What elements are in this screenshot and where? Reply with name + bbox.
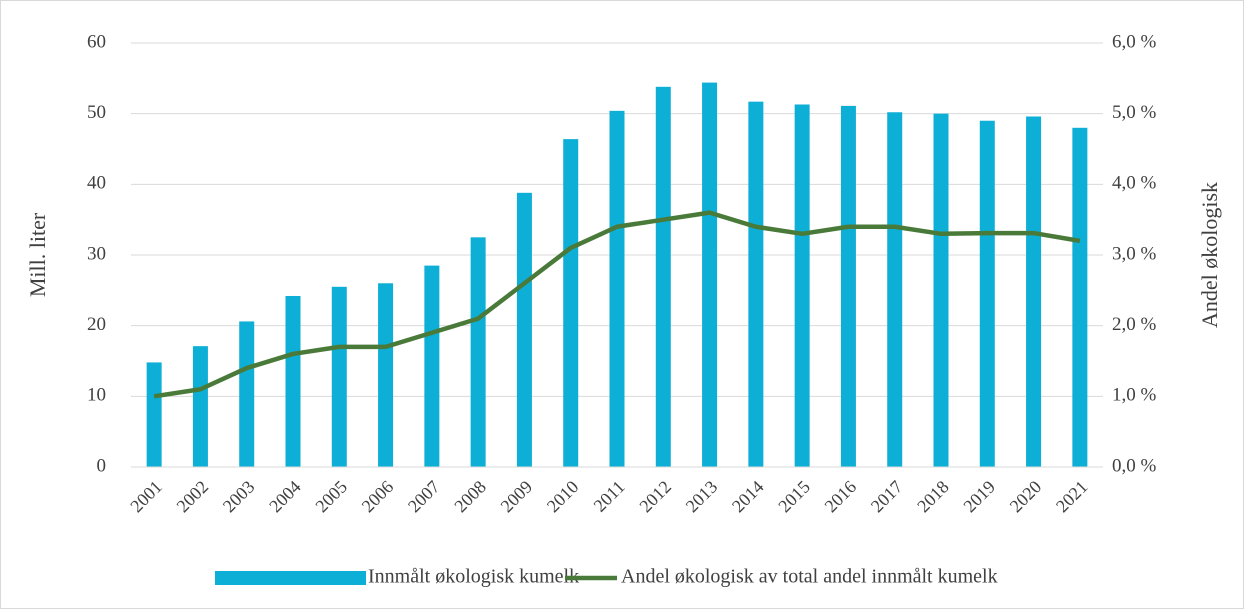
y-tick-label: 0 — [97, 455, 107, 476]
bar — [702, 82, 718, 467]
bar — [887, 112, 903, 468]
bar — [378, 283, 394, 467]
bar — [285, 295, 301, 467]
bar — [1072, 127, 1088, 468]
bar — [840, 105, 856, 467]
y-tick-label: 20 — [87, 314, 106, 335]
y2-tick-label: 5,0 % — [1112, 102, 1157, 123]
bar — [192, 346, 208, 467]
bar — [655, 86, 671, 468]
legend-label: Andel økologisk av total andel innmålt k… — [621, 566, 998, 588]
y2-tick-label: 3,0 % — [1112, 243, 1157, 264]
bar — [563, 139, 579, 467]
legend-swatch — [215, 571, 366, 585]
bar — [748, 101, 764, 468]
y-tick-label: 10 — [87, 385, 106, 406]
bar — [794, 104, 810, 467]
bar — [424, 265, 440, 467]
y-tick-label: 40 — [87, 173, 106, 194]
y2-tick-label: 1,0 % — [1112, 385, 1157, 406]
y2-tick-label: 2,0 % — [1112, 314, 1157, 335]
bar — [933, 113, 949, 468]
bar — [516, 192, 532, 467]
line — [153, 210, 1081, 399]
y-tick-label: 60 — [87, 31, 106, 52]
y-axis-title: Mill. liter — [25, 212, 50, 297]
legend-label: Innmålt økologisk kumelk — [368, 566, 579, 588]
y-tick-label: 30 — [87, 243, 106, 264]
bar — [609, 110, 625, 467]
bar — [239, 321, 255, 467]
y2-tick-label: 0,0 % — [1112, 455, 1157, 476]
y-tick-label: 50 — [87, 102, 106, 123]
bar — [1026, 116, 1042, 467]
y2-axis-title: Andel økologisk — [1197, 182, 1222, 328]
y2-tick-label: 6,0 % — [1112, 31, 1157, 52]
bar — [331, 286, 347, 467]
bar — [146, 362, 162, 467]
bar — [470, 237, 486, 467]
bar — [979, 120, 995, 467]
y2-tick-label: 4,0 % — [1112, 173, 1157, 194]
